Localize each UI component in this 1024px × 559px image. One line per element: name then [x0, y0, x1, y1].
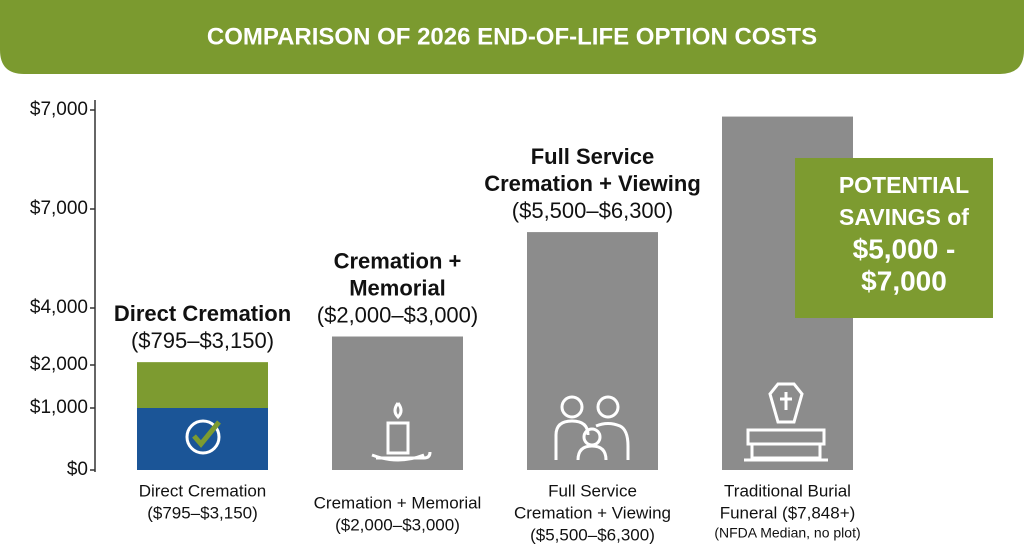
bar-annotation: Cremation + — [334, 248, 462, 273]
icons — [185, 382, 828, 462]
callout-text: $5,000 - — [853, 233, 956, 264]
x-category-label: Traditional Burial — [724, 481, 851, 500]
header-bar — [0, 0, 1024, 74]
y-tick-label: $1,000 — [30, 397, 88, 418]
x-category-label: Funeral ($7,848+) — [720, 503, 856, 522]
callout-text: POTENTIAL — [839, 172, 969, 198]
x-category-label: ($795–$3,150) — [147, 503, 258, 522]
check-icon — [185, 419, 221, 455]
bar-annotation: ($2,000–$3,000) — [317, 302, 478, 327]
callout-text: SAVINGS of — [839, 204, 969, 230]
check-mark — [192, 420, 221, 448]
bar-annotation: ($795–$3,150) — [131, 328, 274, 353]
bar-annotation: Full Service — [531, 144, 655, 169]
savings-callout — [795, 158, 993, 318]
y-tick-label: $4,000 — [30, 297, 88, 318]
y-tick-label: $2,000 — [30, 354, 88, 375]
candle-icon — [386, 421, 410, 455]
bar-annotation: Cremation + Viewing — [484, 171, 701, 196]
bar-annotation: ($5,500–$6,300) — [512, 198, 673, 223]
bars — [137, 116, 853, 471]
chart-title: COMPARISON OF 2026 END-OF-LIFE OPTION CO… — [207, 23, 817, 50]
x-category-label: Cremation + Viewing — [514, 503, 671, 522]
bar-annotation: Memorial — [349, 275, 446, 300]
y-tick-label: $0 — [67, 459, 88, 480]
bar-segment — [527, 232, 658, 470]
family-icon — [560, 395, 584, 419]
bar-segment — [137, 362, 268, 408]
family-body — [554, 419, 630, 461]
candle-base — [371, 402, 432, 462]
x-category-label: ($2,000–$3,000) — [335, 515, 460, 534]
x-category-label: (NFDA Median, no plot) — [714, 525, 860, 541]
callout-text: $7,000 — [861, 265, 947, 296]
x-category-label: Full Service — [548, 481, 637, 500]
coffin-icon — [768, 382, 804, 424]
bar-annotation: Direct Cremation — [114, 301, 291, 326]
y-tick-label: $7,000 — [30, 99, 88, 120]
x-category-label: ($5,500–$6,300) — [530, 525, 655, 544]
x-category-label: Direct Cremation — [139, 481, 267, 500]
x-category-label: Cremation + Memorial — [314, 493, 482, 512]
y-tick-label: $7,000 — [30, 198, 88, 219]
casket-icon — [744, 428, 828, 462]
family-icon — [596, 395, 620, 419]
